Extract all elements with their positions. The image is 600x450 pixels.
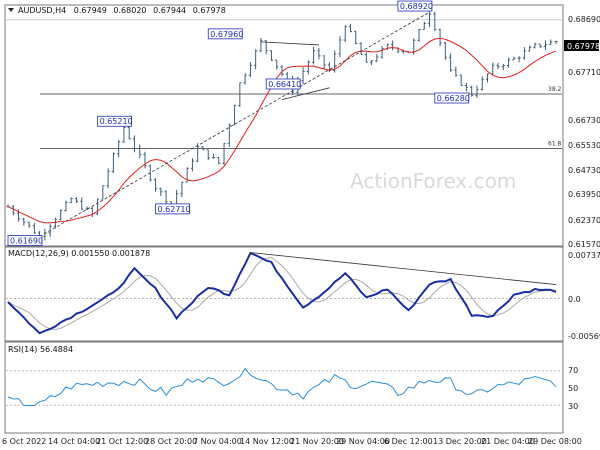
price-annotation-box — [155, 203, 190, 215]
time-tick-label: 29 Nov 04:00 — [336, 437, 390, 446]
price-annotation-label: 0.61690 — [10, 237, 43, 246]
price-tick-label: 0.64730 — [568, 166, 600, 175]
time-tick-label: 28 Oct 20:00 — [145, 437, 197, 446]
macd-header: MACD(12,26,9) 0.001550 0.001878 — [8, 249, 150, 258]
price-annotation-label: 0.65210 — [100, 117, 133, 126]
fib-label: 38.2 — [548, 86, 562, 93]
rsi-header: RSI(14) 56.4884 — [8, 345, 73, 354]
ohlc-low: 0.67944 — [153, 6, 186, 15]
ohlc-close: 0.67978 — [193, 6, 226, 15]
triangle-lower-line — [281, 87, 330, 100]
price-panel: 38.2 61.8 0.61690 0.62710 0.65210 0.66410 0.67… — [6, 0, 562, 246]
time-tick-label: 6 Oct 2022 — [2, 437, 46, 446]
price-tick-label: 0.67710 — [568, 68, 600, 77]
price-tick-label: 0.65530 — [568, 141, 600, 150]
ohlc-high: 0.68020 — [113, 6, 146, 15]
time-tick-label: 29 Dec 08:00 — [528, 437, 582, 446]
price-annotation-label: 0.62710 — [158, 205, 191, 214]
rsi-tick-label: 50 — [568, 384, 578, 393]
macd-tick-label: 0.0 — [568, 295, 581, 304]
current-price-box — [564, 40, 599, 51]
time-tick-label: 21 Oct 12:00 — [96, 437, 148, 446]
price-annotation-label: 0.66280 — [437, 94, 470, 103]
price-tick-label: 0.63950 — [568, 190, 600, 199]
rsi-tick-label: 70 — [568, 366, 578, 375]
macd-panel — [6, 251, 562, 335]
time-tick-label: 14 Oct 04:00 — [48, 437, 100, 446]
watermark: ActionForex.com — [350, 169, 516, 193]
macd-line — [7, 251, 557, 335]
triangle-upper-line — [260, 41, 319, 46]
ohlc-open: 0.67949 — [74, 6, 107, 15]
price-tick-label: 0.61570 — [568, 240, 600, 249]
time-tick-label: 21 Nov 20:00 — [290, 437, 344, 446]
macd-trend-line — [250, 252, 557, 285]
time-tick-label: 7 Nov 04:00 — [193, 437, 242, 446]
main-panel-frame — [4, 4, 564, 247]
macd-tick-label: -0.005693 — [568, 332, 600, 341]
price-annotation-box — [434, 92, 470, 104]
price-annotation-label: 0.66410 — [268, 80, 301, 89]
rsi-tick-label: 30 — [568, 402, 578, 411]
price-tick-label: 0.66730 — [568, 116, 600, 125]
rsi-panel-frame — [4, 341, 564, 434]
time-tick-label: 13 Dec 20:00 — [433, 437, 487, 446]
price-annotation-box — [7, 235, 43, 246]
fib-label: 61.8 — [548, 140, 562, 147]
macd-tick-label: 0.007371 — [568, 251, 600, 260]
time-tick-label: 6 Dec 12:00 — [384, 437, 433, 446]
macd-panel-frame — [4, 246, 564, 342]
macd-signal-line — [7, 257, 556, 331]
price-tick-label: 0.62370 — [568, 216, 600, 225]
moving-average-line — [7, 37, 557, 224]
price-annotation-label: 0.67960 — [210, 30, 243, 39]
rsi-line — [7, 367, 557, 406]
price-annotation-box — [265, 78, 301, 90]
time-tick-label: 21 Dec 04:00 — [481, 437, 535, 446]
time-tick-label: 14 Nov 12:00 — [240, 437, 294, 446]
price-annotation-box — [97, 115, 132, 127]
price-annotation-box — [207, 28, 243, 40]
dropdown-arrow-icon — [8, 8, 14, 12]
main-title: AUDUSD,H4 — [18, 6, 66, 15]
current-price-label: 0.67978 — [567, 42, 600, 51]
rsi-panel — [6, 367, 562, 406]
price-axis: 0.68690 0.67710 0.66730 0.65530 0.64730 … — [568, 15, 600, 249]
price-annotation-label: 0.68920 — [400, 2, 433, 11]
price-annotation-box — [397, 0, 433, 12]
time-axis: 6 Oct 2022 14 Oct 04:00 21 Oct 12:00 28 … — [2, 437, 582, 446]
price-tick-label: 0.68690 — [568, 15, 600, 24]
main-header: AUDUSD,H4 0.67949 0.68020 0.67944 0.6797… — [18, 6, 226, 15]
